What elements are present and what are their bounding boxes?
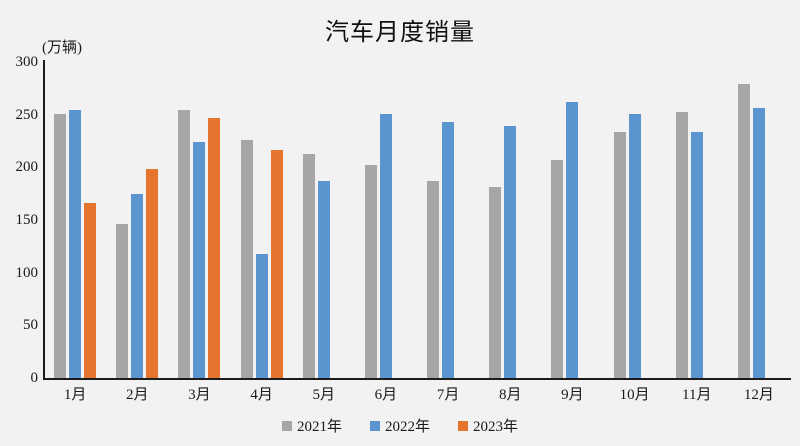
y-tick-300: 300: [15, 54, 39, 70]
bar-2022年-6月: [379, 113, 392, 378]
bar-2022年-7月: [442, 122, 455, 378]
bar-2021年-6月: [364, 165, 377, 378]
bar-2021年-12月: [737, 84, 750, 378]
x-label-10月: 10月: [619, 387, 650, 403]
legend-label: 2023年: [473, 419, 519, 435]
bar-2021年-4月: [240, 139, 253, 378]
legend: 2021年 2022年 2023年: [0, 415, 800, 436]
y-axis-line: [43, 60, 45, 379]
bar-2022年-3月: [193, 142, 206, 378]
y-tick-100: 100: [15, 264, 39, 281]
legend-swatch-icon: [369, 420, 380, 431]
x-label-2月: 2月: [125, 387, 149, 403]
bar-2022年-11月: [690, 131, 703, 378]
legend-item-2023年: 2023年: [458, 415, 518, 436]
bar-2021年-1月: [54, 113, 67, 378]
bar-2022年-10月: [628, 113, 641, 378]
legend-item-2021年: 2021年: [281, 415, 342, 436]
bar-2022年-9月: [566, 102, 579, 378]
x-label-9月: 9月: [561, 387, 584, 403]
y-tick-50: 50: [23, 317, 38, 334]
x-label-3月: 3月: [188, 387, 211, 403]
bar-2021年-8月: [489, 187, 502, 378]
bar-2022年-8月: [504, 126, 517, 378]
bar-2023年-1月: [84, 203, 97, 378]
legend-swatch-icon: [281, 420, 292, 431]
x-label-12月: 12月: [743, 387, 774, 403]
y-axis-unit-label: (万辆): [42, 40, 82, 56]
bar-2023年-3月: [208, 117, 221, 378]
y-tick-250: 250: [15, 106, 39, 123]
bar-2022年-4月: [255, 253, 268, 378]
x-label-4月: 4月: [250, 387, 273, 403]
y-tick-150: 150: [15, 212, 39, 228]
x-label-8月: 8月: [498, 387, 522, 403]
chart-title: 汽车月度销量: [325, 20, 475, 46]
bar-2021年-11月: [675, 111, 688, 378]
x-label-5月: 5月: [312, 387, 335, 403]
bar-2022年-2月: [131, 193, 144, 378]
x-axis-line: [43, 378, 791, 380]
legend-item-2022年: 2022年: [369, 415, 430, 436]
x-label-7月: 7月: [436, 387, 460, 403]
bar-2021年-5月: [302, 153, 315, 378]
bar-2021年-2月: [116, 224, 129, 378]
bar-2021年-10月: [613, 131, 626, 378]
bar-2021年-9月: [551, 159, 564, 378]
y-tick-0: 0: [30, 370, 39, 386]
y-tick-200: 200: [15, 159, 39, 176]
bar-2021年-3月: [178, 110, 191, 378]
bar-2022年-5月: [317, 181, 330, 378]
legend-swatch-icon: [458, 420, 468, 431]
x-label-11月: 11月: [682, 387, 712, 403]
bar-2022年-12月: [752, 108, 765, 378]
x-label-1月: 1月: [63, 387, 87, 403]
x-label-6月: 6月: [374, 387, 398, 403]
legend-label: 2021年: [296, 419, 342, 435]
bar-2023年-2月: [146, 169, 159, 378]
legend-label: 2022年: [384, 419, 430, 435]
bar-2023年-4月: [270, 150, 283, 378]
bar-2022年-1月: [69, 110, 82, 378]
bar-2021年-7月: [427, 181, 440, 378]
